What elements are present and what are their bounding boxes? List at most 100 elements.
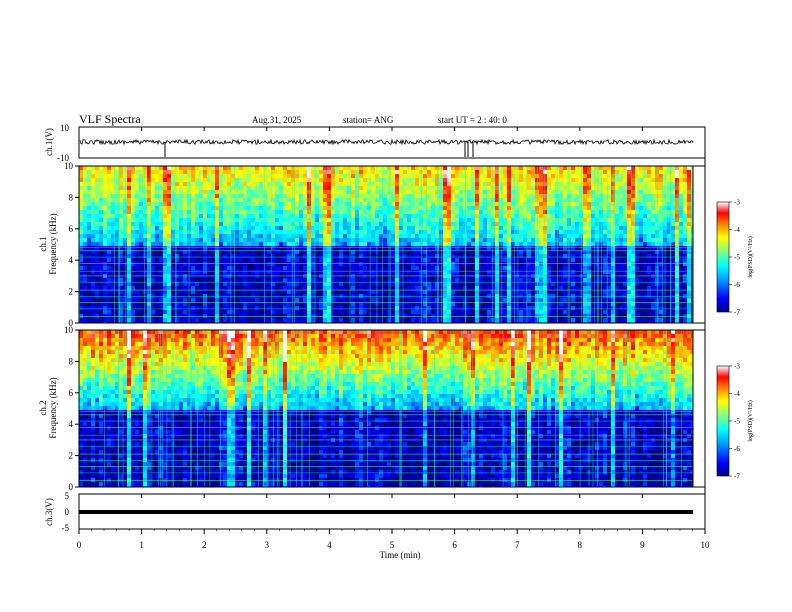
spectrogram-cell <box>179 230 183 234</box>
spectrogram-cell <box>351 226 355 230</box>
spectrogram-cell <box>155 310 159 314</box>
spectrogram-cell <box>555 182 559 186</box>
spectrogram-cell <box>443 254 447 258</box>
spectrogram-cell <box>275 182 279 186</box>
spectrogram-cell <box>295 282 299 286</box>
spectrogram-cell <box>119 178 123 182</box>
spectrogram-cell <box>223 266 227 270</box>
spectrogram-cell <box>139 290 143 294</box>
spectrogram-cell <box>311 202 315 206</box>
spectrogram-cell <box>147 314 151 318</box>
spectrogram-cell <box>151 178 155 182</box>
spectrogram-cell <box>151 258 155 262</box>
spectrogram-cell <box>575 194 579 198</box>
spectrogram-cell <box>115 166 119 170</box>
spectrogram-cell <box>223 230 227 234</box>
spectrogram-cell <box>79 270 83 274</box>
spectrogram-cell <box>439 190 443 194</box>
spectrogram-cell <box>263 174 267 178</box>
spectrogram-cell <box>255 282 259 286</box>
spectrogram-cell <box>183 310 187 314</box>
spectrogram-cell <box>335 294 339 298</box>
spectrogram-cell <box>291 242 295 246</box>
spectrogram-cell <box>215 234 219 238</box>
spectrogram-cell <box>511 222 515 226</box>
spectrogram-cell <box>455 246 459 250</box>
spectrogram-cell <box>535 238 539 242</box>
spectrogram-cell <box>163 262 167 266</box>
spectrogram-cell <box>195 286 199 290</box>
spectrogram-cell <box>91 218 95 222</box>
spectrogram-cell <box>499 178 503 182</box>
spectrogram-cell <box>491 190 495 194</box>
spectrogram-cell <box>563 282 567 286</box>
spectrogram-cell <box>119 222 123 226</box>
spectrogram-cell <box>571 318 575 322</box>
spectrogram-cell <box>263 314 267 318</box>
spectrogram-cell <box>435 202 439 206</box>
spectrogram-cell <box>455 186 459 190</box>
spectrogram-cell <box>475 218 479 222</box>
spectrogram-cell <box>151 266 155 270</box>
spectrogram-cell <box>411 238 415 242</box>
spectrogram-cell <box>207 206 211 210</box>
spectrogram-cell <box>547 178 551 182</box>
spectrogram-cell <box>247 234 251 238</box>
spectrogram-cell <box>143 282 147 286</box>
spectrogram-cell <box>347 266 351 270</box>
spectrogram-cell <box>311 198 315 202</box>
spectrogram-cell <box>255 254 259 258</box>
spectrogram-cell <box>335 214 339 218</box>
spectrogram-cell <box>439 174 443 178</box>
spectrogram-cell <box>199 266 203 270</box>
spectrogram-cell <box>363 310 367 314</box>
spectrogram-cell <box>571 194 575 198</box>
spectrogram-cell <box>199 290 203 294</box>
spectrogram-cell <box>491 290 495 294</box>
spectrogram-cell <box>367 270 371 274</box>
spectrogram-cell <box>359 190 363 194</box>
spectrogram-cell <box>459 194 463 198</box>
spectrogram-cell <box>211 266 215 270</box>
spectrogram-cell <box>475 290 479 294</box>
spectrogram-cell <box>519 198 523 202</box>
spectrogram-cell <box>531 214 535 218</box>
spectrogram-cell <box>455 258 459 262</box>
spectrogram-cell <box>415 262 419 266</box>
spectrogram-cell <box>275 306 279 310</box>
spectrogram-cell <box>175 214 179 218</box>
spectrogram-cell <box>147 282 151 286</box>
spectrogram-cell <box>147 286 151 290</box>
spectrogram-cell <box>271 282 275 286</box>
spectrogram-cell <box>211 218 215 222</box>
spectrogram-cell <box>343 226 347 230</box>
spectrogram-cell <box>167 302 171 306</box>
spectrogram-cell <box>155 294 159 298</box>
spectrogram-cell <box>511 194 515 198</box>
spectrogram-cell <box>479 262 483 266</box>
spectrogram-cell <box>487 170 491 174</box>
spectrogram-cell <box>371 310 375 314</box>
spectrogram-cell <box>431 174 435 178</box>
spectrogram-cell <box>379 294 383 298</box>
spectrogram-cell <box>271 198 275 202</box>
spectrogram-cell <box>259 242 263 246</box>
spectrogram-cell <box>399 250 403 254</box>
spectrogram-cell <box>179 302 183 306</box>
spectrogram-cell <box>551 226 555 230</box>
spectrogram-cell <box>311 282 315 286</box>
spectrogram-cell <box>555 186 559 190</box>
spectrogram-cell <box>483 230 487 234</box>
spectrogram-cell <box>123 306 127 310</box>
spectrogram-cell <box>483 182 487 186</box>
spectrogram-cell <box>115 206 119 210</box>
spectrogram-cell <box>335 206 339 210</box>
spectrogram-cell <box>331 230 335 234</box>
spectrogram-cell <box>347 194 351 198</box>
spectrogram-cell <box>287 182 291 186</box>
spectrogram-cell <box>179 210 183 214</box>
spectrogram-cell <box>239 210 243 214</box>
spectrogram-cell <box>343 290 347 294</box>
spectrogram-cell <box>531 270 535 274</box>
spectrogram-cell <box>291 186 295 190</box>
